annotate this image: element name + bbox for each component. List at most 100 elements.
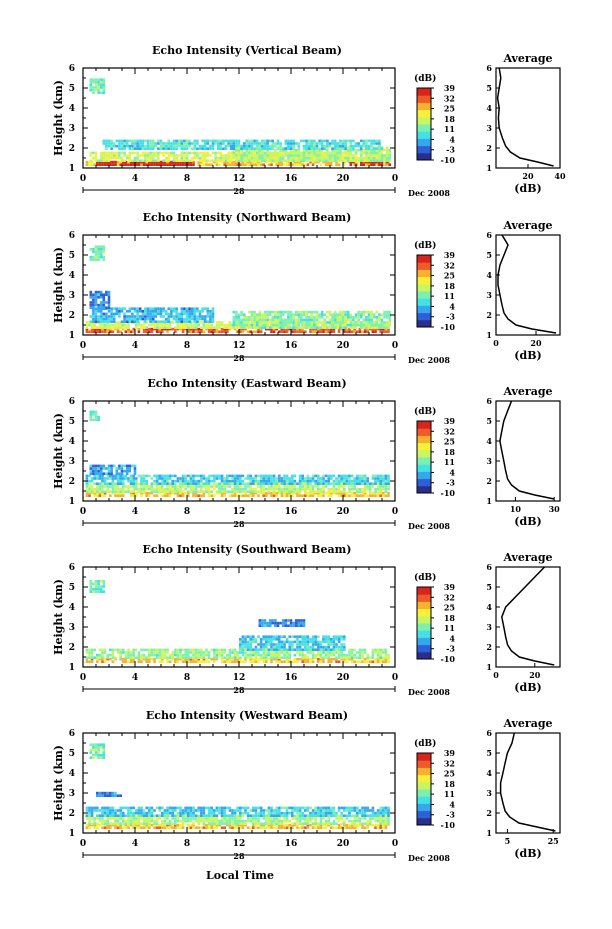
colorbar-tick-label: 39 (444, 416, 456, 426)
heatmap-cell (297, 310, 301, 314)
heatmap-cell (109, 327, 112, 331)
avg-y-tick-label: 4 (486, 602, 492, 612)
x-tick-label: 0 (80, 673, 86, 683)
heatmap-cell (111, 823, 115, 827)
heatmap-cell (340, 485, 343, 488)
heatmap-cell (210, 485, 213, 488)
heatmap-cell (333, 326, 337, 329)
heatmap-cell (279, 310, 282, 314)
heatmap-cell (203, 142, 207, 145)
heatmap-cell (185, 142, 189, 145)
heatmap-cell (350, 494, 354, 497)
heatmap-cell (305, 147, 308, 150)
heatmap-cell (138, 159, 142, 162)
heatmap-cell (348, 479, 351, 483)
heatmap-cell (157, 156, 160, 160)
heatmap-cell (298, 640, 302, 644)
heatmap-cell (378, 139, 381, 143)
heatmap-cell (370, 163, 373, 166)
heatmap-cell (354, 154, 358, 157)
heatmap-cell (270, 494, 273, 497)
heatmap-cell (203, 156, 207, 160)
heatmap-cell (280, 479, 284, 483)
heatmap-cell (97, 415, 100, 419)
heatmap-cell (207, 656, 211, 659)
heatmap-cell (94, 418, 98, 421)
heatmap-cell (122, 474, 125, 478)
heatmap-cell (141, 147, 145, 150)
heatmap-cell (132, 485, 135, 488)
heatmap-cell (189, 474, 193, 478)
heatmap-cell (259, 491, 263, 495)
heatmap-cell (387, 330, 390, 333)
heatmap-cell (263, 147, 267, 150)
heatmap-cell (127, 479, 130, 483)
heatmap-cell (153, 323, 156, 327)
heatmap-cell (127, 826, 130, 829)
heatmap-cell (128, 469, 132, 473)
heatmap-cell (102, 83, 106, 87)
heatmap-cell (150, 323, 154, 327)
heatmap-cell (93, 326, 96, 329)
heatmap-cell (301, 653, 304, 657)
heatmap-cell (297, 144, 301, 148)
heatmap-cell (294, 151, 298, 155)
heatmap-cell (97, 293, 100, 296)
heatmap-cell (350, 330, 354, 333)
heatmap-cell (97, 303, 100, 307)
heatmap-cell (287, 154, 290, 157)
heatmap-cell (179, 323, 182, 327)
heatmap-cell (366, 656, 369, 659)
heatmap-cell (193, 317, 197, 321)
heatmap-cell (306, 163, 310, 166)
heatmap-cell (332, 657, 336, 661)
heatmap-cell (226, 479, 229, 483)
heatmap-cell (161, 323, 164, 327)
heatmap-cell (157, 320, 160, 323)
heatmap-cell (99, 590, 103, 593)
heatmap-cell (153, 163, 156, 166)
heatmap-cell (313, 310, 316, 314)
heatmap-cell (118, 151, 121, 155)
heatmap-cell (353, 491, 356, 495)
heatmap-cell (227, 144, 230, 148)
heatmap-cell (132, 660, 135, 663)
heatmap-cell (339, 326, 342, 329)
colorbar-tick-label: -10 (441, 488, 456, 498)
heatmap-cell (144, 317, 147, 321)
heatmap-cell (107, 472, 111, 475)
heatmap-cell (98, 487, 102, 491)
heatmap-cell (259, 477, 263, 480)
heatmap-cell (385, 151, 389, 155)
heatmap-cell (279, 144, 282, 148)
heatmap-cell (289, 139, 293, 143)
heatmap-cell (297, 159, 301, 162)
heatmap-cell (184, 648, 187, 652)
heatmap-cell (242, 323, 246, 327)
heatmap-cell (298, 653, 302, 657)
heatmap-cell (324, 656, 328, 659)
heatmap-cell (179, 485, 182, 488)
heatmap-cell (319, 330, 323, 333)
heatmap-cell (89, 748, 93, 752)
heatmap-cell (222, 159, 225, 162)
heatmap-cell (106, 474, 109, 478)
heatmap-cell (155, 160, 159, 164)
heatmap-cell (167, 151, 171, 155)
heatmap-cell (343, 648, 346, 651)
heatmap-cell (142, 330, 146, 333)
heatmap-cell (275, 485, 278, 488)
heatmap-cell (387, 653, 390, 657)
heatmap-cell (96, 656, 99, 659)
heatmap-cell (177, 320, 181, 323)
colorbar-tick-label: 4 (449, 633, 455, 643)
heatmap-cell (288, 490, 291, 493)
heatmap-cell (194, 330, 198, 333)
avg-y-tick-label: 4 (486, 436, 492, 446)
heatmap-cell (263, 326, 267, 329)
heatmap-cell (228, 490, 232, 493)
day-label: 28 (233, 353, 245, 363)
heatmap-cell (106, 327, 109, 331)
heatmap-cell (177, 144, 181, 148)
heatmap-cell (356, 491, 359, 495)
